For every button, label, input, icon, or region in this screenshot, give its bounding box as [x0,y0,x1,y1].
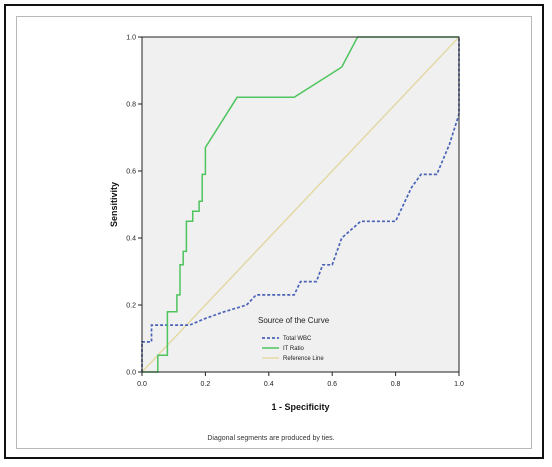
series-line-it-ratio [142,36,459,373]
series-line-total-wbc [141,37,460,372]
legend: Source of the Curve Total WBC IT Ratio Ref… [258,316,330,362]
y-tick-label: 0.8 [126,102,136,109]
legend-title: Source of the Curve [258,316,330,325]
x-tick-label: 1.0 [454,381,464,388]
series-line-reference-line [141,36,460,373]
y-tick-label: 1.0 [126,35,136,42]
x-tick-label: 0.2 [201,381,211,388]
x-axis-title: 1 - Specificity [271,402,329,412]
plot-border [141,36,460,373]
y-tick-label: 0.2 [126,303,136,310]
y-tick-label: 0.0 [126,370,136,377]
legend-label-it-ratio: IT Ratio [283,346,305,352]
x-tick-label: 0.6 [327,381,337,388]
y-axis-title: Sensitivity [109,182,119,227]
legend-label-total-wbc: Total WBC [283,336,312,342]
y-tick-label: 0.4 [126,236,136,243]
x-tick-label: 0.0 [137,381,147,388]
x-tick-label: 0.4 [264,381,274,388]
y-tick-label: 0.6 [126,169,136,176]
legend-label-reference-line: Reference Line [283,356,324,362]
x-tick-label: 0.8 [391,381,401,388]
chart-footnote: Diagonal segments are produced by ties. [207,435,334,442]
